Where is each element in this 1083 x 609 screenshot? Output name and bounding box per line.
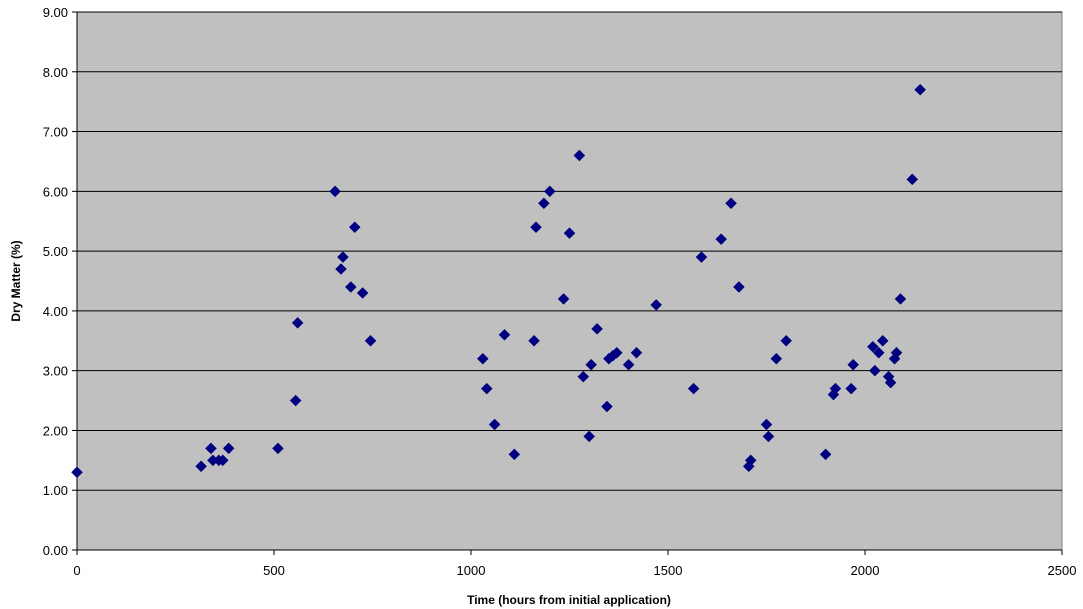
y-tick-label: 3.00 xyxy=(43,364,68,379)
x-tick-label: 2000 xyxy=(851,563,880,578)
y-axis-title: Dry Matter (%) xyxy=(9,240,23,321)
y-tick-label: 8.00 xyxy=(43,65,68,80)
x-tick-label: 0 xyxy=(73,563,80,578)
y-tick-label: 1.00 xyxy=(43,483,68,498)
y-tick-label: 4.00 xyxy=(43,304,68,319)
y-tick-label: 6.00 xyxy=(43,184,68,199)
y-axis: 0.00 1.00 2.00 3.00 4.00 5.00 6.00 7.00 8.00 9.00 xyxy=(43,5,77,558)
y-tick-label: 9.00 xyxy=(43,5,68,20)
x-tick-label: 2500 xyxy=(1048,563,1077,578)
plot-area xyxy=(77,12,1062,550)
y-tick-label: 5.00 xyxy=(43,244,68,259)
x-tick-label: 500 xyxy=(263,563,285,578)
y-tick-label: 0.00 xyxy=(43,543,68,558)
y-tick-label: 2.00 xyxy=(43,423,68,438)
x-tick-label: 1000 xyxy=(457,563,486,578)
x-tick-label: 1500 xyxy=(654,563,683,578)
x-axis: 0 500 1000 1500 2000 2500 xyxy=(73,550,1076,578)
x-axis-title: Time (hours from initial application) xyxy=(467,593,671,607)
y-tick-label: 7.00 xyxy=(43,125,68,140)
